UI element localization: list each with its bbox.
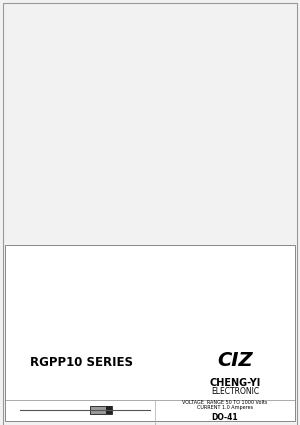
Bar — [5, 353, 158, 375]
Text: DO-41: DO-41 — [212, 413, 238, 422]
Text: ELECTRONIC: ELECTRONIC — [211, 388, 259, 397]
Text: CIZ: CIZ — [217, 351, 253, 369]
Bar — [213, 351, 257, 369]
Text: VOLTAGE  RANGE 50 TO 1000 Volts: VOLTAGE RANGE 50 TO 1000 Volts — [182, 400, 268, 405]
Text: CURRENT 1.0 Amperes: CURRENT 1.0 Amperes — [197, 405, 253, 411]
Bar — [5, 375, 158, 398]
Bar — [5, 353, 158, 398]
Bar — [5, 245, 295, 421]
Text: RGPP10 SERIES: RGPP10 SERIES — [29, 357, 133, 369]
Text: GLASS PASSIVATED FAST
SWITCHING RECTIFIER: GLASS PASSIVATED FAST SWITCHING RECTIFIE… — [25, 376, 137, 398]
Text: CHENG-YI: CHENG-YI — [209, 378, 261, 388]
Bar — [90, 406, 112, 414]
Bar — [106, 406, 112, 414]
